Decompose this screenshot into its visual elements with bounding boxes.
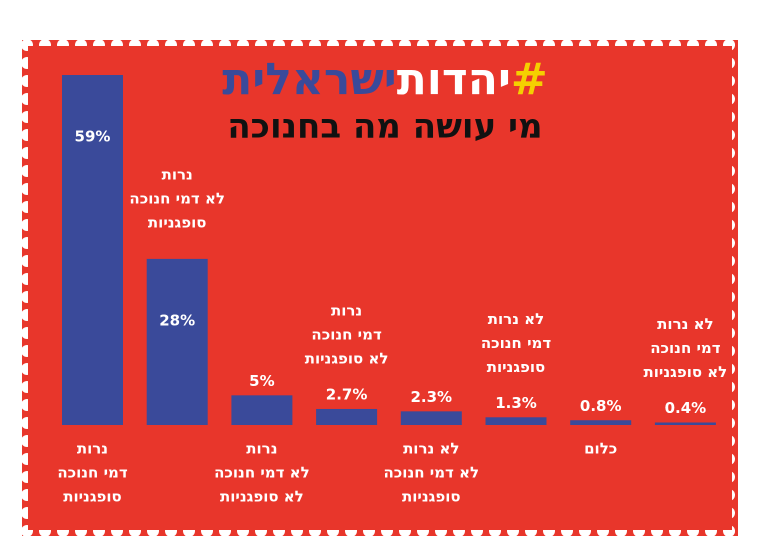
category-label: נרות	[77, 440, 108, 458]
bar	[654, 422, 716, 425]
category-label: לא נרות	[657, 315, 713, 333]
category-label: נרות	[331, 301, 362, 319]
chart-subtitle: מי עושה מה בחנוכה	[227, 107, 542, 147]
chart-title: #יהדותישראלית	[222, 54, 548, 105]
bar	[62, 75, 123, 425]
category-label: לא סופגניות	[220, 488, 304, 506]
value-label: 59%	[75, 128, 111, 146]
value-label: 0.4%	[665, 399, 707, 417]
value-label: 2.3%	[410, 388, 452, 406]
category-label: לא דמי חנוכה	[214, 464, 310, 482]
category-label: סופגניות	[148, 213, 207, 231]
perforation	[732, 34, 744, 542]
category-label: סופגניות	[402, 488, 461, 506]
stamp-background	[22, 40, 738, 536]
category-label: דמי חנוכה	[311, 325, 382, 343]
value-label: 0.8%	[580, 397, 622, 415]
value-label: 28%	[159, 311, 195, 329]
category-label: דמי חנוכה	[57, 464, 128, 482]
value-label: 2.7%	[326, 385, 368, 403]
perforation	[16, 34, 28, 542]
perforation	[16, 34, 744, 46]
category-label: סופגניות	[487, 358, 546, 376]
category-label: לא דמי חנוכה	[129, 189, 225, 207]
category-label: סופגניות	[63, 488, 122, 506]
category-label: לא דמי חנוכה	[384, 464, 480, 482]
bar	[400, 411, 462, 425]
title-part: #	[511, 54, 548, 105]
bar	[146, 258, 208, 425]
perforation	[16, 530, 744, 542]
category-label: לא נרות	[488, 310, 544, 328]
category-label: דמי חנוכה	[650, 339, 721, 357]
category-label: נרות	[162, 165, 193, 183]
category-label: נרות	[246, 440, 277, 458]
bar	[485, 417, 547, 425]
bar	[570, 420, 632, 425]
value-label: 1.3%	[495, 394, 537, 412]
value-label: 5%	[249, 372, 274, 390]
bar	[316, 408, 378, 425]
category-label: כלום	[584, 440, 617, 458]
bar	[231, 395, 293, 425]
category-label: לא סופגניות	[644, 363, 728, 381]
category-label: לא סופגניות	[305, 349, 389, 367]
title-part: ישראלית	[222, 54, 396, 105]
category-label: לא נרות	[403, 440, 459, 458]
category-label: דמי חנוכה	[481, 334, 552, 352]
title-part: יהדות	[397, 54, 511, 105]
